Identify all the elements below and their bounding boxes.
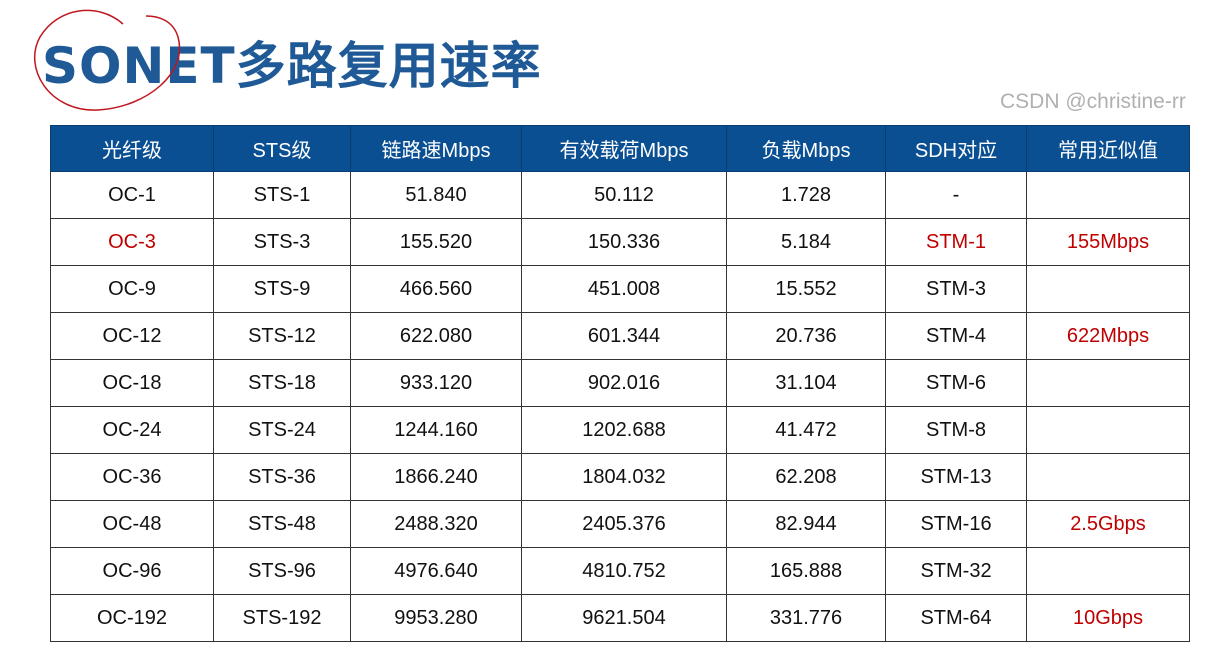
cell-link: 51.840 [350, 171, 522, 219]
cell-oc: OC-36 [50, 453, 214, 501]
cell-oc: OC-192 [50, 594, 214, 642]
column-header: STS级 [213, 125, 351, 172]
cell-oc: OC-48 [50, 500, 214, 548]
cell-link: 1866.240 [350, 453, 522, 501]
table-row: OC-12 STS-12 622.080 601.344 20.736 STM-4 622M… [50, 312, 1190, 360]
column-header: 链路速Mbps [350, 125, 522, 172]
cell-approx [1026, 547, 1190, 595]
cell-approx: 622Mbps [1026, 312, 1190, 360]
table-row: OC-18 STS-18 933.120 902.016 31.104 STM-6 [50, 359, 1190, 407]
cell-link: 933.120 [350, 359, 522, 407]
cell-link: 2488.320 [350, 500, 522, 548]
cell-oc: OC-3 [50, 218, 214, 266]
cell-overhead: 165.888 [726, 547, 886, 595]
sonet-rate-table: 光纤级 STS级 链路速Mbps 有效载荷Mbps 负载Mbps SDH对应 常用近似值 O… [50, 125, 1190, 642]
cell-payload: 1804.032 [521, 453, 727, 501]
cell-sdh: STM-16 [885, 500, 1027, 548]
cell-approx: 155Mbps [1026, 218, 1190, 266]
cell-sts: STS-18 [213, 359, 351, 407]
table-row: OC-48 STS-48 2488.320 2405.376 82.944 STM-16 2… [50, 500, 1190, 548]
page-title: SONET多路复用速率 [42, 37, 542, 95]
cell-oc: OC-12 [50, 312, 214, 360]
table-row: OC-1 STS-1 51.840 50.112 1.728- [50, 171, 1190, 219]
table-row: OC-96 STS-96 4976.640 4810.752 165.888 STM-32 [50, 547, 1190, 595]
cell-sdh: STM-32 [885, 547, 1027, 595]
cell-overhead: 20.736 [726, 312, 886, 360]
cell-sts: STS-192 [213, 594, 351, 642]
table-row: OC-192 STS-192 9953.280 9621.504 331.776 STM-… [50, 594, 1190, 642]
cell-sts: STS-12 [213, 312, 351, 360]
cell-link: 1244.160 [350, 406, 522, 454]
cell-overhead: 5.184 [726, 218, 886, 266]
cell-approx [1026, 406, 1190, 454]
table-row: OC-36 STS-36 1866.240 1804.032 62.208 STM-13 [50, 453, 1190, 501]
table-row: OC-3 STS-3 155.520 150.336 5.184 STM-1 155Mbps [50, 218, 1190, 266]
cell-overhead: 31.104 [726, 359, 886, 407]
cell-link: 622.080 [350, 312, 522, 360]
cell-payload: 9621.504 [521, 594, 727, 642]
table-row: OC-9 STS-9 466.560 451.008 15.552 STM-3 [50, 265, 1190, 313]
cell-overhead: 41.472 [726, 406, 886, 454]
cell-approx [1026, 453, 1190, 501]
cell-sdh: STM-3 [885, 265, 1027, 313]
cell-link: 466.560 [350, 265, 522, 313]
cell-payload: 451.008 [521, 265, 727, 313]
cell-sdh: STM-13 [885, 453, 1027, 501]
cell-payload: 2405.376 [521, 500, 727, 548]
cell-sdh: STM-4 [885, 312, 1027, 360]
cell-overhead: 331.776 [726, 594, 886, 642]
cell-sts: STS-24 [213, 406, 351, 454]
cell-sdh: - [885, 171, 1027, 219]
cell-payload: 150.336 [521, 218, 727, 266]
cell-sdh: STM-6 [885, 359, 1027, 407]
cell-sdh: STM-64 [885, 594, 1027, 642]
cell-sts: STS-9 [213, 265, 351, 313]
table-row: OC-24 STS-24 1244.160 1202.688 41.472 STM-8 [50, 406, 1190, 454]
cell-overhead: 82.944 [726, 500, 886, 548]
cell-approx: 10Gbps [1026, 594, 1190, 642]
cell-sts: STS-1 [213, 171, 351, 219]
cell-approx: 2.5Gbps [1026, 500, 1190, 548]
cell-oc: OC-1 [50, 171, 214, 219]
column-header: 常用近似值 [1026, 125, 1190, 172]
cell-payload: 1202.688 [521, 406, 727, 454]
cell-payload: 601.344 [521, 312, 727, 360]
watermark: CSDN @christine-rr [1000, 90, 1186, 113]
cell-sts: STS-96 [213, 547, 351, 595]
cell-link: 4976.640 [350, 547, 522, 595]
cell-payload: 902.016 [521, 359, 727, 407]
cell-payload: 4810.752 [521, 547, 727, 595]
cell-approx [1026, 265, 1190, 313]
column-header: 有效载荷Mbps [521, 125, 727, 172]
cell-approx [1026, 359, 1190, 407]
column-header: 光纤级 [50, 125, 214, 172]
cell-oc: OC-18 [50, 359, 214, 407]
cell-sdh: STM-1 [885, 218, 1027, 266]
cell-sts: STS-36 [213, 453, 351, 501]
cell-link: 155.520 [350, 218, 522, 266]
cell-oc: OC-96 [50, 547, 214, 595]
table-header-row: 光纤级 STS级 链路速Mbps 有效载荷Mbps 负载Mbps SDH对应 常用近似值 [50, 125, 1190, 172]
cell-sts: STS-3 [213, 218, 351, 266]
cell-oc: OC-9 [50, 265, 214, 313]
cell-overhead: 15.552 [726, 265, 886, 313]
cell-sdh: STM-8 [885, 406, 1027, 454]
cell-overhead: 1.728 [726, 171, 886, 219]
cell-overhead: 62.208 [726, 453, 886, 501]
cell-payload: 50.112 [521, 171, 727, 219]
column-header: SDH对应 [885, 125, 1027, 172]
column-header: 负载Mbps [726, 125, 886, 172]
cell-sts: STS-48 [213, 500, 351, 548]
cell-oc: OC-24 [50, 406, 214, 454]
cell-approx [1026, 171, 1190, 219]
cell-link: 9953.280 [350, 594, 522, 642]
